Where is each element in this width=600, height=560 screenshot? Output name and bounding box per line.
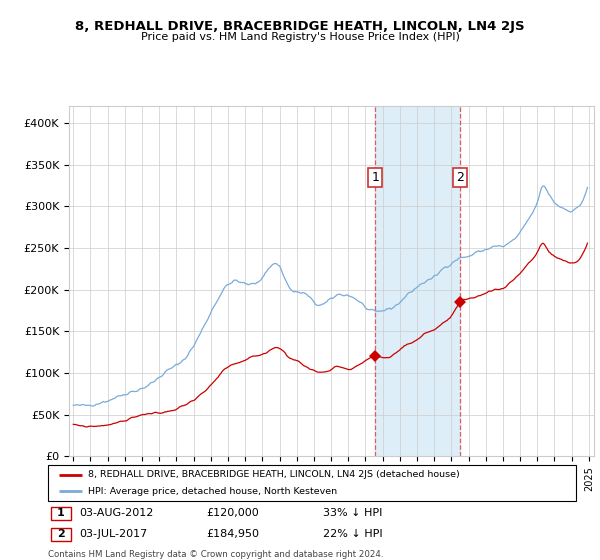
- Text: 1: 1: [57, 508, 65, 518]
- Text: Contains HM Land Registry data © Crown copyright and database right 2024.
This d: Contains HM Land Registry data © Crown c…: [48, 550, 383, 560]
- Text: £184,950: £184,950: [206, 529, 259, 539]
- Text: 03-AUG-2012: 03-AUG-2012: [80, 508, 154, 518]
- Text: HPI: Average price, detached house, North Kesteven: HPI: Average price, detached house, Nort…: [88, 487, 337, 496]
- Text: 22% ↓ HPI: 22% ↓ HPI: [323, 529, 382, 539]
- Text: £120,000: £120,000: [206, 508, 259, 518]
- Text: 8, REDHALL DRIVE, BRACEBRIDGE HEATH, LINCOLN, LN4 2JS: 8, REDHALL DRIVE, BRACEBRIDGE HEATH, LIN…: [75, 20, 525, 32]
- Text: 2: 2: [57, 529, 65, 539]
- Text: 2: 2: [456, 171, 464, 184]
- FancyBboxPatch shape: [50, 506, 71, 520]
- Text: 1: 1: [371, 171, 379, 184]
- Text: 03-JUL-2017: 03-JUL-2017: [80, 529, 148, 539]
- Text: 8, REDHALL DRIVE, BRACEBRIDGE HEATH, LINCOLN, LN4 2JS (detached house): 8, REDHALL DRIVE, BRACEBRIDGE HEATH, LIN…: [88, 470, 460, 479]
- FancyBboxPatch shape: [50, 528, 71, 541]
- Bar: [376, 106, 460, 456]
- Text: 33% ↓ HPI: 33% ↓ HPI: [323, 508, 382, 518]
- Text: Price paid vs. HM Land Registry's House Price Index (HPI): Price paid vs. HM Land Registry's House …: [140, 32, 460, 43]
